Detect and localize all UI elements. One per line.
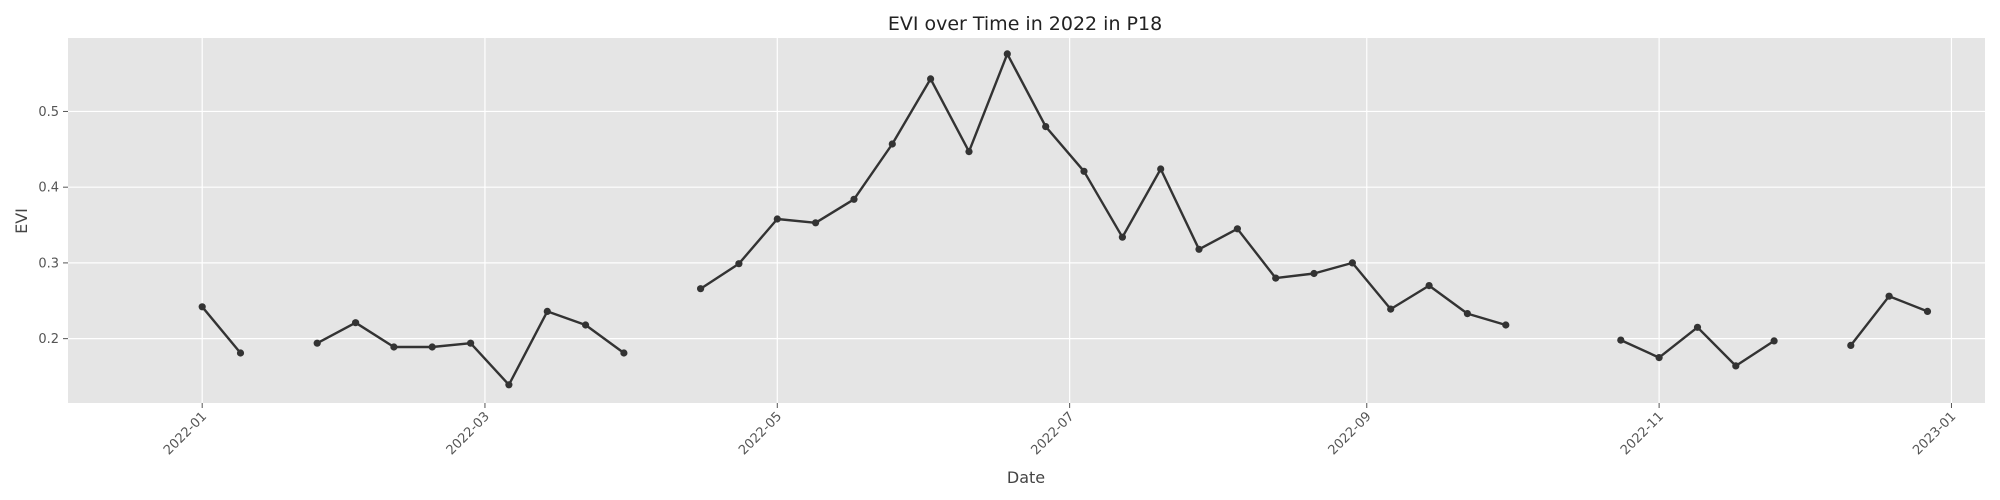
data-point [467,339,475,347]
data-point [850,195,858,203]
y-tick-label: 0.2 [38,332,59,347]
x-axis-ticks: 2022-01 2022-03 2022-05 2022-07 2022-09 2022-… [161,403,1959,458]
x-tick-label: 2022-09 [1326,409,1375,458]
data-point [1693,323,1702,331]
series-line-segment [699,52,1507,327]
data-point [965,148,973,156]
chart-title: EVI over Time in 2022 in P18 [888,13,1162,35]
data-point [352,319,360,327]
data-point [1502,321,1510,329]
data-point [773,215,781,223]
data-point [1157,165,1165,173]
x-tick-label: 2022-07 [1028,409,1077,458]
data-point [1310,269,1318,278]
data-point [1885,292,1893,300]
data-point [1233,225,1241,233]
data-point [812,219,820,227]
data-point [582,321,590,329]
data-point [1387,305,1395,313]
data-point [1425,282,1433,290]
x-tick-label: 2023-01 [1910,409,1959,458]
data-point [428,343,436,351]
y-axis-label: EVI [12,208,31,234]
data-point [888,140,896,148]
data-point [1348,259,1356,267]
data-point [1617,336,1625,344]
x-tick-label: 2022-05 [736,409,785,458]
series-layer [198,50,1932,389]
x-tick-label: 2022-11 [1618,409,1667,458]
y-tick-label: 0.5 [38,105,59,120]
data-point [313,339,321,347]
data-point [1195,245,1203,253]
data-point [1732,362,1740,370]
x-tick-label: 2022-01 [161,409,210,458]
y-tick-label: 0.3 [38,256,59,271]
data-point [1272,274,1280,282]
data-point [697,285,705,293]
y-axis-ticks: 0.2 0.3 0.4 0.5 [38,105,68,347]
data-point [505,381,513,389]
data-point [1042,123,1050,131]
data-point [1003,50,1011,58]
data-point [198,303,206,311]
data-point [620,349,628,357]
data-point [1923,307,1932,315]
data-point [1770,337,1778,345]
x-axis-label: Date [1007,468,1045,487]
data-point [543,307,551,315]
data-point [1080,167,1088,175]
data-point [1118,233,1126,241]
data-point [927,75,935,83]
data-point [1463,310,1471,318]
y-tick-label: 0.4 [38,181,59,196]
data-point [236,349,245,357]
data-point [1847,341,1855,349]
data-point [1655,354,1663,362]
data-point [735,260,743,268]
x-tick-label: 2022-03 [444,409,493,458]
data-point [390,343,398,351]
series-line-segment [201,306,242,354]
grid-lines [68,38,1985,403]
